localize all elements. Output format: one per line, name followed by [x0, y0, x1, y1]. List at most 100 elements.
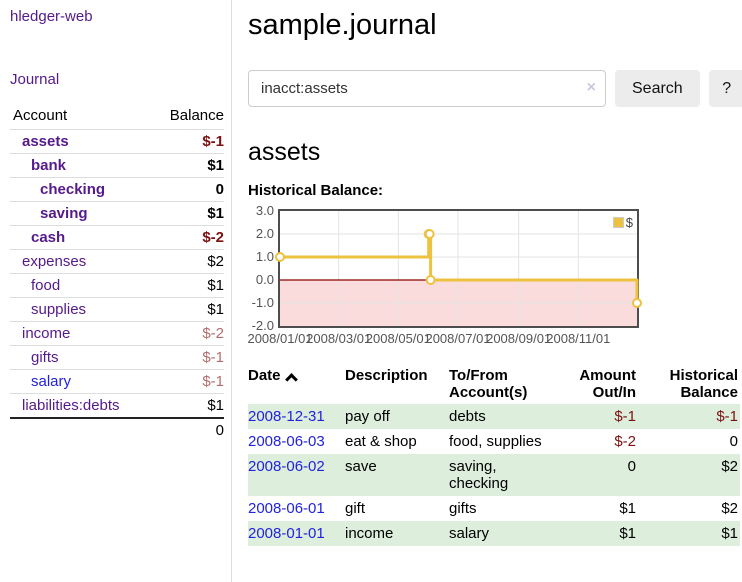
- txn-header-accounts[interactable]: To/From Account(s): [449, 367, 528, 401]
- accounts-total-row: 0: [10, 417, 224, 442]
- transactions-table: Date Description To/From Account(s) Amou…: [248, 364, 740, 546]
- main-content: sample.journal × Search ? assets Histori…: [232, 0, 742, 582]
- account-row: assets $-1: [10, 129, 224, 154]
- transaction-row[interactable]: 2008-12-31 pay off debts $-1 $-1: [248, 404, 740, 429]
- transaction-amount: 0: [627, 458, 636, 475]
- search-box: ×: [248, 70, 606, 107]
- account-row: liabilities:debts $1: [10, 393, 224, 418]
- x-tick-label: 2008/11/01: [546, 331, 611, 346]
- chart-x-axis-labels: 2008/01/01 2008/03/01 2008/05/01 2008/07/01…: [247, 331, 639, 348]
- transaction-balance: $2: [721, 458, 738, 475]
- account-row: cash $-2: [10, 225, 224, 250]
- account-link-gifts[interactable]: gifts: [31, 349, 59, 366]
- x-tick-label: 2008/09/01: [486, 331, 552, 346]
- account-link-salary[interactable]: salary: [31, 373, 72, 390]
- brand-link[interactable]: hledger-web: [10, 8, 93, 25]
- txn-header-date[interactable]: Date: [248, 364, 345, 404]
- transaction-description: pay off: [345, 408, 390, 425]
- txn-header-amount[interactable]: Amount Out/In: [579, 367, 636, 401]
- transaction-date-link[interactable]: 2008-06-03: [248, 433, 325, 450]
- account-balance: $-1: [153, 345, 224, 370]
- transaction-row[interactable]: 2008-06-02 save saving, checking 0 $2: [248, 454, 740, 496]
- search-button[interactable]: Search: [615, 70, 700, 107]
- transaction-amount: $1: [619, 525, 636, 542]
- transaction-date-link[interactable]: 2008-12-31: [248, 408, 325, 425]
- search-input[interactable]: [248, 70, 606, 107]
- transaction-balance: $-1: [716, 408, 738, 425]
- transaction-accounts: saving, checking: [449, 458, 509, 492]
- account-balance: 0: [153, 177, 224, 202]
- x-tick-label: 2008/01/01: [247, 331, 313, 346]
- chart-legend: $: [612, 215, 633, 230]
- transaction-amount: $-1: [614, 408, 636, 425]
- x-tick-label: 2008/03/01: [306, 331, 372, 346]
- account-balance: $1: [153, 297, 224, 322]
- legend-label: $: [625, 215, 633, 230]
- account-balance: $1: [153, 153, 224, 178]
- account-balance: $1: [153, 393, 224, 418]
- account-link-saving[interactable]: saving: [40, 205, 88, 222]
- account-balance: $1: [153, 201, 224, 226]
- transaction-date-link[interactable]: 2008-06-01: [248, 500, 325, 517]
- help-button[interactable]: ?: [708, 70, 742, 107]
- accounts-table: Account Balance assets $-1 bank $1 checking 0…: [10, 103, 224, 442]
- chart-plot-area: $: [275, 209, 642, 328]
- account-link-checking[interactable]: checking: [40, 181, 106, 198]
- y-tick-label: -1.0: [251, 295, 274, 310]
- transaction-amount: $-2: [614, 433, 636, 450]
- transaction-balance: 0: [729, 433, 738, 450]
- txn-header-balance[interactable]: Historical Balance: [669, 367, 738, 401]
- account-balance: $-2: [153, 225, 224, 250]
- accounts-header-balance: Balance: [169, 107, 224, 124]
- x-tick-label: 2008/05/01: [365, 331, 431, 346]
- account-row: income $-2: [10, 321, 224, 346]
- account-heading: assets: [248, 138, 321, 166]
- y-tick-label: 2.0: [255, 226, 274, 241]
- y-tick-label: -2.0: [251, 318, 274, 333]
- transaction-row[interactable]: 2008-06-03 eat & shop food, supplies $-2 0: [248, 429, 740, 454]
- transaction-amount: $1: [619, 500, 636, 517]
- transaction-accounts: debts: [449, 408, 486, 425]
- account-row: checking 0: [10, 177, 224, 202]
- accounts-header-account: Account: [13, 107, 68, 124]
- account-row: bank $1: [10, 153, 224, 178]
- transaction-accounts: gifts: [449, 500, 477, 517]
- account-link-bank[interactable]: bank: [31, 157, 67, 174]
- account-link-liabilities-debts[interactable]: liabilities:debts: [22, 397, 120, 414]
- chart-canvas: [275, 211, 642, 326]
- transaction-description: gift: [345, 500, 366, 517]
- account-balance: $-1: [153, 369, 224, 394]
- account-link-food[interactable]: food: [31, 277, 61, 294]
- transaction-row[interactable]: 2008-06-01 gift gifts $1 $2: [248, 496, 740, 521]
- search-form: × Search ?: [248, 70, 742, 107]
- transaction-description: save: [345, 458, 377, 475]
- account-link-assets[interactable]: assets: [22, 133, 69, 150]
- account-link-cash[interactable]: cash: [31, 229, 66, 246]
- transaction-date-link[interactable]: 2008-01-01: [248, 525, 325, 542]
- y-tick-label: 1.0: [255, 249, 274, 264]
- accounts-total-value: 0: [153, 417, 224, 442]
- clear-search-icon[interactable]: ×: [586, 79, 596, 96]
- account-balance: $-2: [153, 321, 224, 346]
- historical-balance-chart: 3.0 2.0 1.0 0.0 -1.0 -2.0 $ 2008/01/01 2008/03…: [247, 204, 742, 348]
- account-row: expenses $2: [10, 249, 224, 274]
- transaction-accounts: salary: [449, 525, 490, 542]
- account-link-supplies[interactable]: supplies: [31, 301, 87, 318]
- sidebar: hledger-web Journal Account Balance asse…: [0, 0, 232, 582]
- account-row: supplies $1: [10, 297, 224, 322]
- account-balance: $2: [153, 249, 224, 274]
- transaction-row[interactable]: 2008-01-01 income salary $1 $1: [248, 521, 740, 546]
- account-row: salary $-1: [10, 369, 224, 394]
- transaction-date-link[interactable]: 2008-06-02: [248, 458, 325, 475]
- account-row: saving $1: [10, 201, 224, 226]
- sidebar-item-journal[interactable]: Journal: [10, 71, 60, 88]
- transaction-balance: $1: [721, 525, 738, 542]
- y-tick-label: 3.0: [255, 203, 274, 218]
- account-link-income[interactable]: income: [22, 325, 71, 342]
- transaction-description: eat & shop: [345, 433, 417, 450]
- y-tick-label: 0.0: [255, 272, 274, 287]
- x-tick-label: 2008/07/01: [425, 331, 491, 346]
- txn-header-description[interactable]: Description: [345, 367, 428, 384]
- account-link-expenses[interactable]: expenses: [22, 253, 87, 270]
